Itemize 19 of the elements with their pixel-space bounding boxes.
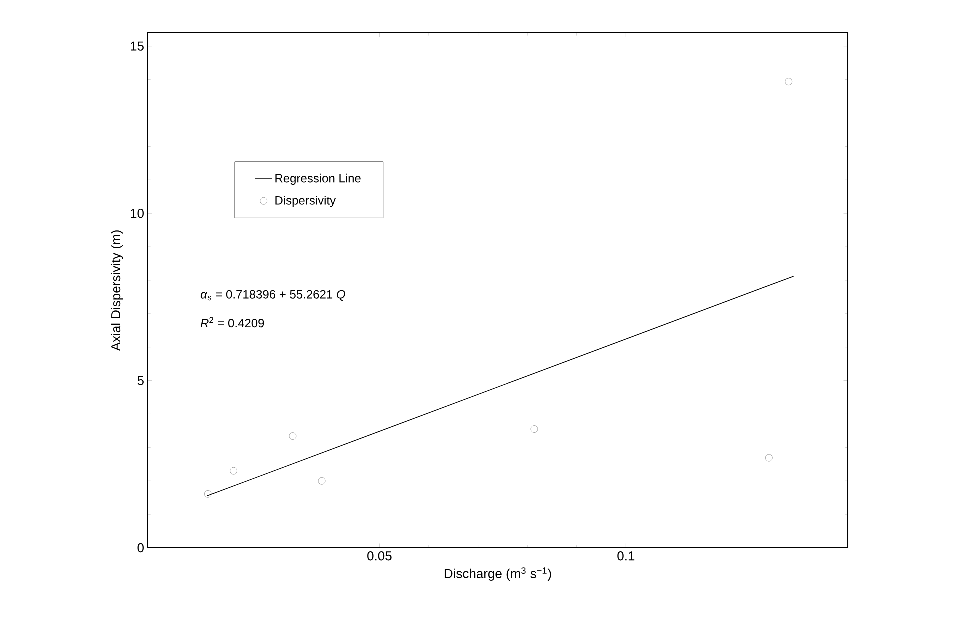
point (530, 426, 538, 433)
annotation: R$^{2}$ = 0.4209 (200, 317, 264, 328)
point (230, 467, 238, 475)
point (318, 477, 326, 485)
x-tick-label: 0.1 (618, 552, 635, 561)
point (765, 454, 773, 462)
y-tick-label: 0 (138, 543, 144, 553)
y-tick-label: 15 (131, 42, 144, 51)
point (785, 78, 793, 86)
y-tick-label: 5 (138, 376, 144, 386)
legend-label: Dispersivity (276, 196, 336, 208)
legend-label: Regression Line (276, 174, 361, 186)
x-tick-label: 0.05 (368, 552, 392, 561)
y-axis-title: Axial Dispersivity (m) (111, 230, 124, 352)
point (289, 432, 297, 440)
point (204, 490, 212, 498)
x-axis-title: Discharge (m$^{3}$ s$^{−1}$) (444, 568, 552, 581)
annotation: α$_{s}$ = 0.718396 + 55.2621 Q (200, 290, 346, 301)
y-tick-label: 10 (131, 208, 144, 218)
